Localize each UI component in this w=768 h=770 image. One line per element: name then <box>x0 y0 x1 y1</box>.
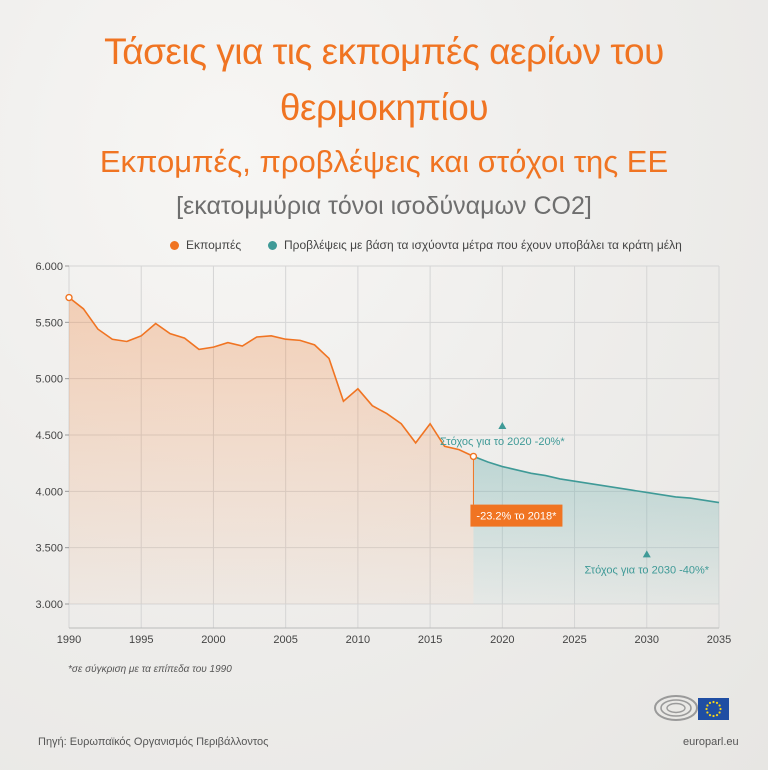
x-tick-label: 2020 <box>490 634 514 646</box>
chart-title-line-1: Τάσεις για τις εκπομπές αερίων του <box>104 31 664 72</box>
y-tick-label: 3.500 <box>35 543 63 555</box>
chart-subtitle: Εκπομπές, προβλέψεις και στόχοι της ΕΕ <box>99 144 669 179</box>
emissions-area <box>69 297 474 604</box>
emissions-end-point <box>469 452 478 461</box>
footnote: *σε σύγκριση με τα επίπεδα του 1990 <box>68 664 232 675</box>
x-axis: 1990 1995 2000 2005 2010 2015 2020 2025 2030 2035 <box>57 627 731 646</box>
x-tick-label: 2015 <box>418 634 442 646</box>
legend-label-projections: Προβλέψεις με βάση τα ισχύοντα μέτρα που… <box>284 238 682 252</box>
reduction-2018-label: -23.2% το 2018* <box>476 511 557 523</box>
target-2030-label: Στόχος για το 2030 -40%* <box>584 564 709 576</box>
legend-swatch-emissions <box>170 240 179 250</box>
y-tick-label: 5.500 <box>35 317 63 329</box>
target-2030-marker <box>642 550 651 558</box>
y-tick-label: 6.000 <box>35 261 63 273</box>
x-tick-label: 2000 <box>201 634 225 646</box>
x-tick-label: 1995 <box>129 634 153 646</box>
legend-item-emissions: Εκπομπές <box>170 238 241 252</box>
site-url: europarl.eu <box>683 736 739 748</box>
x-tick-label: 2005 <box>273 634 297 646</box>
y-tick-label: 3.000 <box>35 599 63 611</box>
emissions-start-point <box>65 293 73 302</box>
projections-area <box>473 456 719 604</box>
european-parliament-logo <box>654 695 729 721</box>
chart-title-line-2: θερμοκηπίου <box>279 87 489 128</box>
legend-item-projections: Προβλέψεις με βάση τα ισχύοντα μέτρα που… <box>268 238 682 252</box>
y-tick-label: 4.500 <box>35 430 63 442</box>
emissions-chart: 3.000 3.500 4.000 4.500 5.000 5.500 6.000 1990… <box>35 261 731 646</box>
x-tick-label: 2025 <box>562 634 586 646</box>
annotations: -23.2% το 2018* Στόχος για το 2020 -20%* Σ… <box>440 421 710 576</box>
chart-units: [εκατομμύρια τόνοι ισοδύναμων CO2] <box>176 192 592 220</box>
emissions-line <box>68 296 474 458</box>
chart-legend: Εκπομπές Προβλέψεις με βάση τα ισχύοντα … <box>0 236 768 256</box>
target-2020-label: Στόχος για το 2020 -20%* <box>440 436 565 448</box>
reduction-2018-box <box>470 504 563 527</box>
source-note: Πηγή: Ευρωπαϊκός Οργανισμός Περιβάλλοντο… <box>38 736 269 748</box>
target-2020-marker <box>498 421 507 429</box>
legend-label-emissions: Εκπομπές <box>186 238 242 252</box>
x-tick-label: 2030 <box>635 634 659 646</box>
x-tick-label: 2010 <box>346 634 370 646</box>
x-tick-label: 1990 <box>57 634 81 646</box>
y-tick-label: 5.000 <box>35 374 63 386</box>
y-axis: 3.000 3.500 4.000 4.500 5.000 5.500 6.000 <box>35 261 69 611</box>
projections-line <box>473 455 720 504</box>
y-tick-label: 4.000 <box>35 486 63 498</box>
x-tick-label: 2035 <box>707 634 731 646</box>
legend-swatch-projections <box>268 240 277 250</box>
